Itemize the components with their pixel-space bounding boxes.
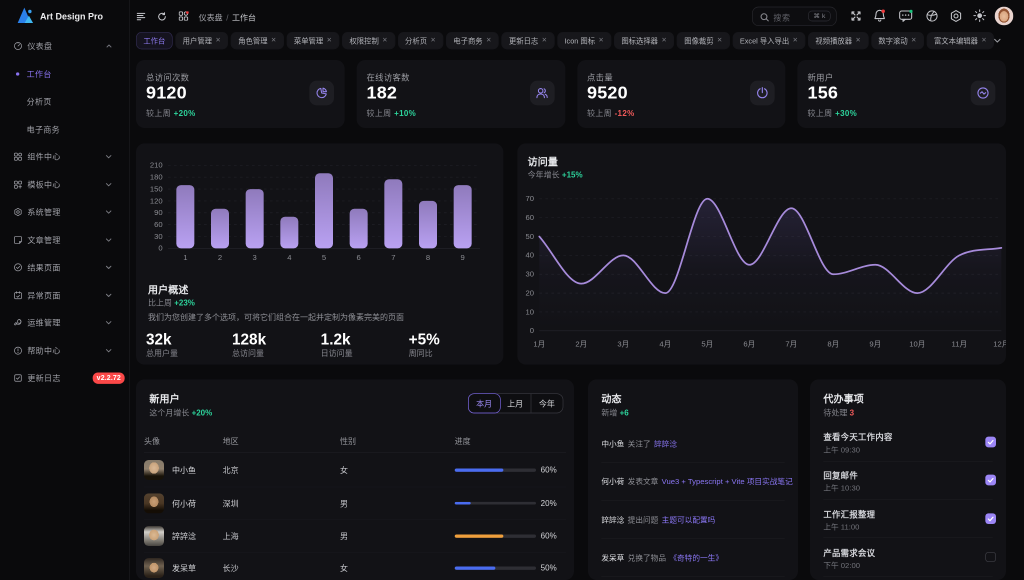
svg-text:180: 180 — [150, 172, 163, 181]
svg-text:7月: 7月 — [785, 339, 797, 348]
svg-text:12月: 12月 — [993, 339, 1006, 348]
svg-text:50: 50 — [525, 232, 534, 241]
svg-text:60: 60 — [154, 220, 163, 229]
svg-text:90: 90 — [154, 208, 163, 217]
svg-text:5: 5 — [322, 253, 326, 262]
svg-text:10月: 10月 — [909, 339, 925, 348]
svg-text:210: 210 — [150, 160, 163, 169]
svg-text:30: 30 — [154, 231, 163, 240]
svg-text:1月: 1月 — [533, 339, 545, 348]
svg-text:3: 3 — [253, 253, 257, 262]
svg-text:5月: 5月 — [701, 339, 713, 348]
svg-text:6: 6 — [357, 253, 361, 262]
svg-text:150: 150 — [150, 184, 163, 193]
svg-text:4月: 4月 — [659, 339, 671, 348]
svg-text:1: 1 — [183, 253, 187, 262]
svg-text:60: 60 — [525, 213, 534, 222]
svg-text:0: 0 — [158, 243, 162, 252]
svg-text:11月: 11月 — [951, 339, 967, 348]
svg-text:70: 70 — [525, 194, 534, 203]
svg-text:2: 2 — [218, 253, 222, 262]
svg-text:120: 120 — [150, 196, 163, 205]
svg-text:0: 0 — [529, 326, 533, 335]
svg-text:9月: 9月 — [869, 339, 881, 348]
svg-text:8: 8 — [426, 253, 430, 262]
svg-text:10: 10 — [525, 307, 534, 316]
svg-text:8月: 8月 — [827, 339, 839, 348]
svg-text:3月: 3月 — [617, 339, 629, 348]
svg-text:20: 20 — [525, 288, 534, 297]
svg-text:30: 30 — [525, 269, 534, 278]
svg-text:6月: 6月 — [743, 339, 755, 348]
svg-text:9: 9 — [461, 253, 465, 262]
svg-text:7: 7 — [391, 253, 395, 262]
svg-text:4: 4 — [287, 253, 292, 262]
svg-text:40: 40 — [525, 250, 534, 259]
svg-text:2月: 2月 — [575, 339, 587, 348]
